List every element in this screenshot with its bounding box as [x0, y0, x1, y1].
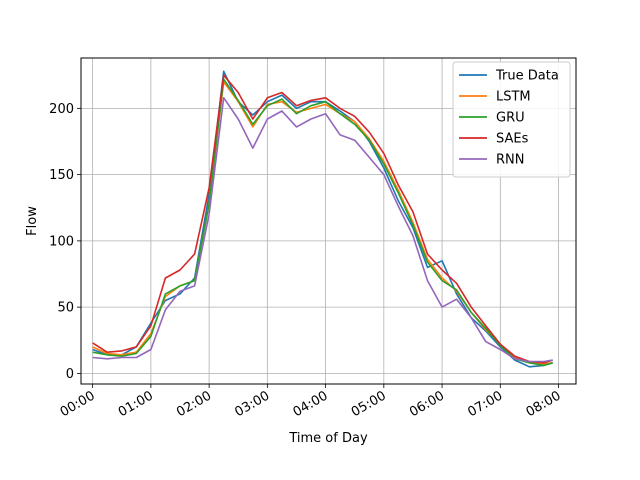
- legend-label: RNN: [496, 153, 524, 168]
- series-line-saes: [92, 74, 553, 364]
- y-tick-label: 0: [66, 367, 74, 382]
- series-line-rnn: [92, 97, 553, 363]
- legend-label: GRU: [496, 111, 525, 126]
- legend-label: SAEs: [496, 132, 529, 147]
- legend-label: True Data: [495, 69, 559, 84]
- x-axis-label: Time of Day: [288, 431, 368, 446]
- y-tick-label: 50: [57, 301, 74, 316]
- legend-label: LSTM: [496, 90, 531, 105]
- y-axis-ticks: 0 50 100 150 200: [49, 102, 81, 382]
- legend-box: [452, 61, 571, 178]
- legend: True Data LSTM GRU SAEs RNN: [452, 61, 571, 178]
- y-tick-label: 100: [49, 234, 74, 249]
- series-lines: [92, 70, 553, 368]
- y-tick-label: 200: [49, 102, 74, 117]
- y-tick-label: 150: [49, 168, 74, 183]
- plot-area-frame: [80, 57, 577, 385]
- y-axis-label: Flow: [25, 206, 40, 236]
- series-line-gru: [92, 78, 553, 367]
